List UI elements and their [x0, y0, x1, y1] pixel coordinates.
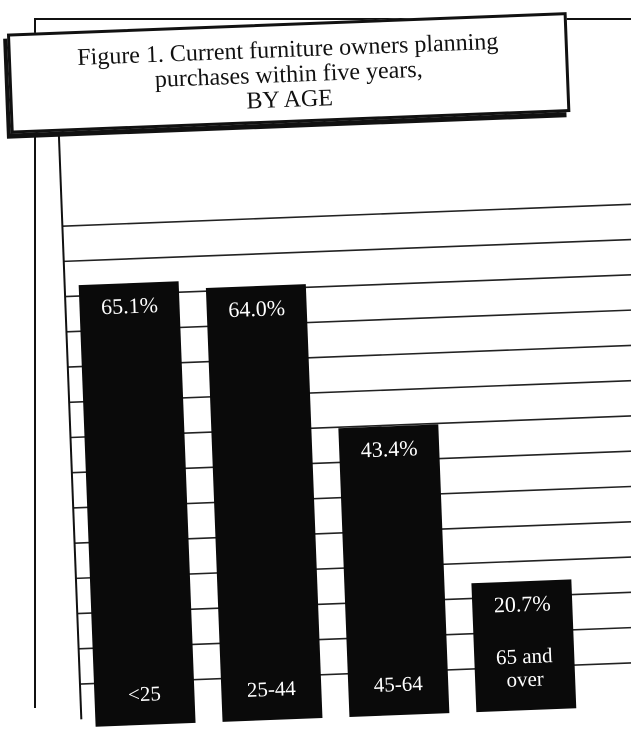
grid-line — [62, 203, 631, 227]
chart-panel: 65.1% <25 64.0% 25-44 43.4% 45-64 20.7% 65 and o… — [6, 12, 631, 731]
value-label: 20.7% — [493, 590, 551, 617]
page-frame-top-rule — [34, 18, 631, 20]
category-label: 25-44 — [246, 676, 296, 702]
bar-chart: 65.1% <25 64.0% 25-44 43.4% 45-64 20.7% 65 ando… — [57, 119, 631, 727]
category-label: 65 and — [496, 643, 554, 669]
category-label: 45-64 — [373, 671, 423, 697]
value-label: 64.0% — [228, 295, 286, 322]
bar — [78, 281, 196, 727]
bar — [471, 579, 577, 713]
category-label: over — [506, 667, 544, 692]
grid-line — [63, 238, 631, 263]
value-label: 65.1% — [101, 292, 159, 319]
bar — [338, 424, 450, 717]
category-label: <25 — [128, 681, 162, 706]
y-axis-line — [57, 119, 83, 720]
value-label: 43.4% — [360, 435, 418, 462]
bar — [205, 284, 323, 722]
page-frame-left-rule — [34, 18, 36, 708]
